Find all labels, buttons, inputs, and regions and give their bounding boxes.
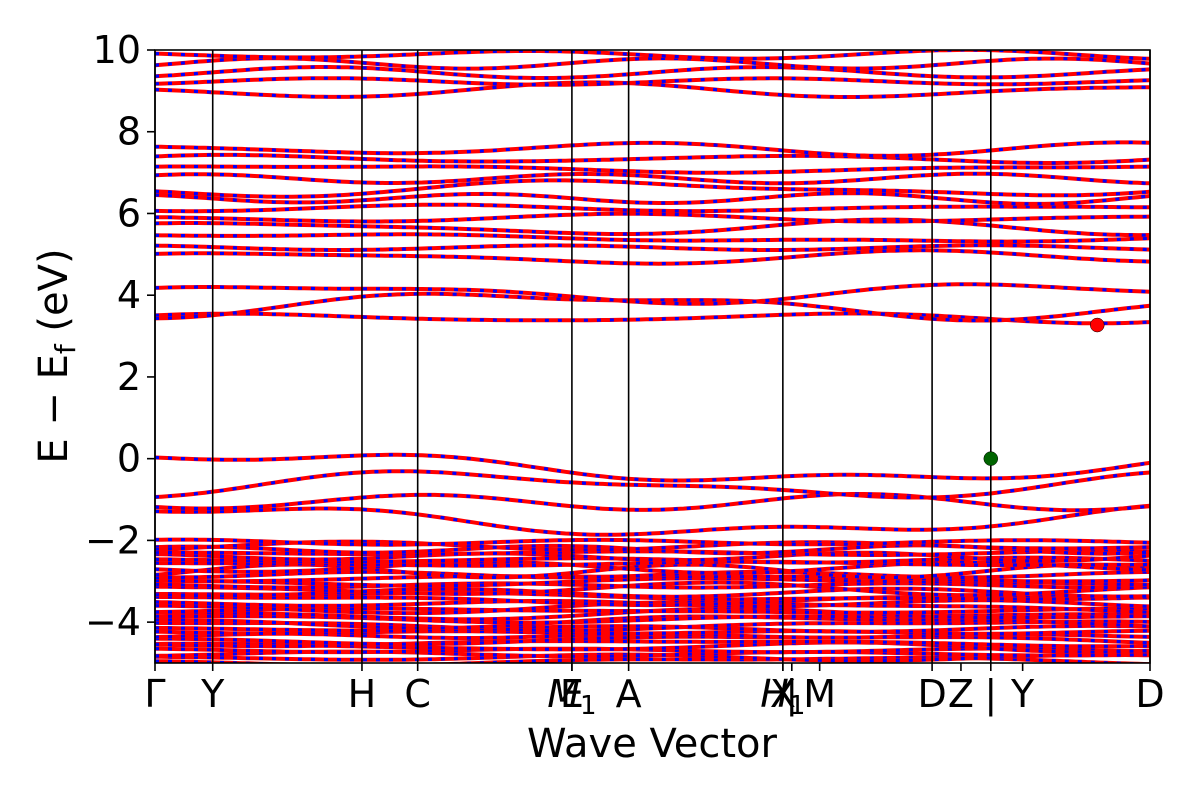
band-line-up bbox=[155, 65, 1150, 80]
y-tick-label: 0 bbox=[117, 437, 141, 481]
band-line-up bbox=[155, 492, 1150, 513]
band-line-up bbox=[155, 469, 1150, 500]
x-axis-ticks: Γ Y H C EM1 A H1X| M D Z | Y D bbox=[144, 663, 1165, 721]
band-line-down bbox=[155, 640, 1150, 654]
band-line-down bbox=[155, 248, 1150, 266]
y-tick-label: −2 bbox=[85, 518, 141, 562]
x-tick-label: H bbox=[348, 672, 377, 716]
highlight-point bbox=[1090, 317, 1105, 333]
band-line-down bbox=[155, 164, 1150, 175]
band-line-up bbox=[155, 80, 1150, 99]
x-tick-label: Y bbox=[200, 672, 225, 716]
band-line-down bbox=[155, 656, 1150, 663]
band-line-down bbox=[155, 537, 1150, 547]
band-line-down bbox=[155, 50, 1150, 61]
y-tick-label: 6 bbox=[117, 191, 141, 235]
plot-frame bbox=[154, 49, 1151, 664]
band-line-down bbox=[155, 606, 1150, 615]
band-line-down bbox=[155, 203, 1150, 213]
y-tick-label: 10 bbox=[93, 28, 141, 72]
band-line-down bbox=[155, 153, 1150, 165]
band-line-down bbox=[155, 212, 1150, 224]
x-tick-label: | bbox=[984, 672, 997, 717]
y-axis-label: E − Ef (eV) bbox=[31, 248, 82, 463]
band-line-up bbox=[155, 178, 1150, 199]
y-tick-label: 4 bbox=[117, 273, 141, 317]
band-line-up bbox=[155, 291, 1150, 323]
band-line-down bbox=[155, 311, 1150, 325]
x-tick-label: A bbox=[616, 672, 642, 716]
band-line-down bbox=[155, 560, 1150, 568]
band-line-down bbox=[155, 581, 1150, 590]
band-line-down bbox=[155, 539, 1150, 552]
band-line-down bbox=[155, 580, 1150, 597]
x-axis-label: Wave Vector bbox=[527, 721, 778, 767]
x-tick-label: H1 bbox=[760, 672, 805, 721]
highlight-point bbox=[983, 451, 999, 466]
x-tick-label: X bbox=[770, 672, 796, 716]
band-line-up bbox=[155, 171, 1150, 186]
band-line-down bbox=[155, 140, 1150, 158]
band-line-down bbox=[155, 619, 1150, 633]
band-line-up bbox=[155, 452, 1150, 483]
band-line-down bbox=[155, 570, 1150, 580]
x-tick-label: Z bbox=[948, 672, 974, 716]
x-tick-label: D bbox=[917, 672, 946, 716]
band-line-up bbox=[155, 560, 1150, 576]
band-line-down bbox=[155, 612, 1150, 625]
band-line-down bbox=[155, 243, 1150, 252]
y-axis-ticks: 10 8 6 4 2 0 −2 −4 bbox=[85, 28, 155, 644]
highlight-points bbox=[983, 317, 1105, 466]
band-line-down bbox=[155, 232, 1150, 244]
y-tick-label: −4 bbox=[85, 600, 141, 644]
x-tick-label: D bbox=[1135, 672, 1164, 716]
band-line-up bbox=[155, 503, 1150, 537]
y-axis-label-main: E − E bbox=[31, 354, 77, 464]
y-tick-label: 8 bbox=[117, 110, 141, 154]
y-axis-label-unit: (eV) bbox=[31, 248, 77, 344]
band-line-down bbox=[155, 76, 1150, 87]
x-tick-label: C bbox=[404, 672, 431, 716]
band-line-down bbox=[155, 595, 1150, 607]
x-tick-label: Y bbox=[1010, 672, 1035, 716]
x-tick-label: M bbox=[803, 672, 836, 716]
band-line-down bbox=[155, 649, 1150, 658]
band-line-down bbox=[155, 639, 1150, 648]
band-line-up bbox=[155, 282, 1150, 306]
band-line-down bbox=[155, 614, 1150, 630]
band-line-down bbox=[155, 629, 1150, 636]
y-axis-label-sub: f bbox=[49, 343, 82, 354]
x-tick-label: E bbox=[560, 672, 584, 716]
x-tick-label: Γ bbox=[144, 672, 165, 716]
y-tick-label: 2 bbox=[117, 355, 141, 399]
band-line-up bbox=[155, 56, 1150, 71]
x-tick-label: | bbox=[785, 672, 798, 717]
band-line-down bbox=[155, 635, 1150, 646]
band-line-up bbox=[155, 191, 1150, 206]
x-tick-label: M1 bbox=[547, 672, 596, 721]
band-line-down bbox=[155, 551, 1150, 563]
bands-layer bbox=[155, 50, 1150, 663]
band-line-down bbox=[155, 587, 1150, 599]
band-line-down bbox=[155, 218, 1150, 237]
